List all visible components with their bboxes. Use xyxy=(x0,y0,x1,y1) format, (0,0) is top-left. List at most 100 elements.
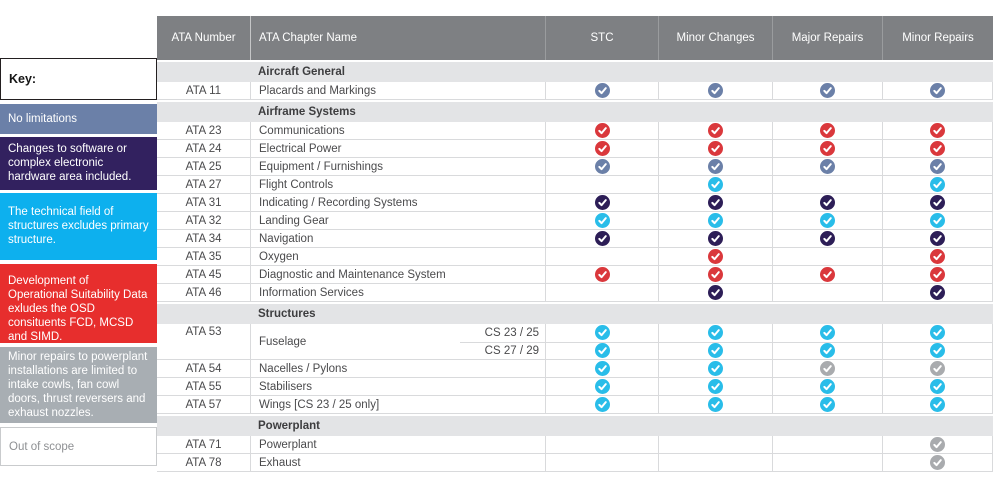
check-icon-red xyxy=(594,141,610,156)
cs-cell xyxy=(460,266,545,283)
check-cell xyxy=(882,266,993,283)
check-icon-red xyxy=(594,123,610,138)
table-row: ATA 54 Nacelles / Pylons xyxy=(157,360,993,378)
check-cell xyxy=(772,176,882,193)
ata-number-cell: ATA 27 xyxy=(185,178,222,191)
check-cell xyxy=(772,378,882,395)
check-cell xyxy=(658,436,772,453)
table-row: ATA 78 Exhaust xyxy=(157,454,993,472)
table-row: ATA 71 Powerplant xyxy=(157,436,993,454)
check-icon-red xyxy=(708,141,723,156)
check-cell xyxy=(545,176,658,193)
check-cell xyxy=(772,284,882,301)
check-cell xyxy=(545,454,658,471)
check-icon-red xyxy=(594,267,610,282)
check-icon-cyan xyxy=(820,213,835,228)
check-icon-red xyxy=(708,267,723,282)
check-icon-gray xyxy=(820,361,835,376)
check-icon-purple xyxy=(930,285,945,300)
cs-sub-label: CS 27 / 29 xyxy=(460,341,545,360)
cs-cell xyxy=(460,158,545,175)
chapter-name-cell: Oxygen xyxy=(250,248,460,265)
check-cell xyxy=(882,212,993,229)
check-cell xyxy=(882,140,993,157)
table-row: ATA 53 Fuselage CS 23 / 25 CS 27 / 29 xyxy=(157,324,993,360)
check-cell xyxy=(882,436,993,453)
check-cell xyxy=(658,194,772,211)
col-header-chapter-name: ATA Chapter Name xyxy=(250,16,545,60)
ata-number-cell: ATA 25 xyxy=(185,160,222,173)
check-icon-cyan xyxy=(820,379,835,394)
table-body: Aircraft General ATA 11 Placards and Marki… xyxy=(157,62,993,472)
cs-cell xyxy=(460,284,545,301)
check-cell xyxy=(772,324,882,359)
chapter-name-cell: Powerplant xyxy=(250,436,460,453)
cs-cell xyxy=(460,212,545,229)
check-cell xyxy=(658,360,772,377)
chapter-name-cell: Navigation xyxy=(250,230,460,247)
check-icon-bluegray xyxy=(708,159,723,174)
check-icon-red xyxy=(708,123,723,138)
check-icon-bluegray xyxy=(820,159,835,174)
table-row: ATA 11 Placards and Markings xyxy=(157,82,993,100)
check-cell xyxy=(545,82,658,99)
check-cell xyxy=(658,230,772,247)
ata-number-cell: ATA 32 xyxy=(185,214,222,227)
table-row: ATA 24 Electrical Power xyxy=(157,140,993,158)
ata-number-cell: ATA 46 xyxy=(185,286,222,299)
section-title: Aircraft General xyxy=(258,66,345,78)
check-icon-red xyxy=(930,267,945,282)
check-icon-purple xyxy=(708,195,723,210)
check-icon-red xyxy=(820,267,835,282)
cs-cell xyxy=(460,82,545,99)
cs-cell xyxy=(460,194,545,211)
check-cell xyxy=(658,176,772,193)
cs-cell xyxy=(460,436,545,453)
cs-cell xyxy=(460,378,545,395)
check-cell xyxy=(772,230,882,247)
check-icon-red xyxy=(930,141,945,156)
check-cell xyxy=(658,284,772,301)
check-cell xyxy=(545,436,658,453)
ata-table: ATA Number ATA Chapter Name STC Minor Ch… xyxy=(157,16,993,472)
chapter-name-cell: Indicating / Recording Systems xyxy=(250,194,460,211)
check-icon-cyan xyxy=(930,397,945,412)
col-header-minor-changes: Minor Changes xyxy=(658,16,772,60)
check-cell xyxy=(658,212,772,229)
key-item-out-of-scope: Out of scope xyxy=(0,427,157,466)
check-cell xyxy=(882,176,993,193)
cs-cell xyxy=(460,140,545,157)
check-cell xyxy=(772,194,882,211)
check-cell xyxy=(545,360,658,377)
check-icon-purple xyxy=(820,231,835,246)
ata-number-cell: ATA 45 xyxy=(185,268,222,281)
cs-sub-label: CS 23 / 25 xyxy=(484,326,539,339)
check-icon-red xyxy=(708,249,723,264)
ata-number-cell: ATA 54 xyxy=(185,362,222,375)
check-icon-cyan xyxy=(708,213,723,228)
section-header-row: Powerplant xyxy=(157,416,993,436)
ata-number-cell: ATA 31 xyxy=(185,196,222,209)
chapter-name-cell: Equipment / Furnishings xyxy=(250,158,460,175)
check-icon-cyan xyxy=(594,379,610,394)
check-cell xyxy=(545,194,658,211)
check-cell xyxy=(658,248,772,265)
check-icon-cyan xyxy=(930,213,945,228)
check-icon-cyan xyxy=(708,397,723,412)
ata-number-cell: ATA 23 xyxy=(185,124,222,137)
key-item-structures-field: The technical field of structures exclud… xyxy=(0,193,157,260)
chapter-name-cell: Communications xyxy=(250,122,460,139)
section-title: Structures xyxy=(258,308,316,320)
check-cell xyxy=(658,82,772,99)
ata-number-cell: ATA 24 xyxy=(185,142,222,155)
check-cell xyxy=(882,378,993,395)
check-icon-cyan xyxy=(594,361,610,376)
check-icon-purple xyxy=(708,231,723,246)
check-cell xyxy=(545,284,658,301)
check-cell xyxy=(545,378,658,395)
cs-cell xyxy=(460,176,545,193)
check-cell xyxy=(772,158,882,175)
cs-cell xyxy=(460,360,545,377)
ata-number-cell: ATA 11 xyxy=(185,84,222,97)
